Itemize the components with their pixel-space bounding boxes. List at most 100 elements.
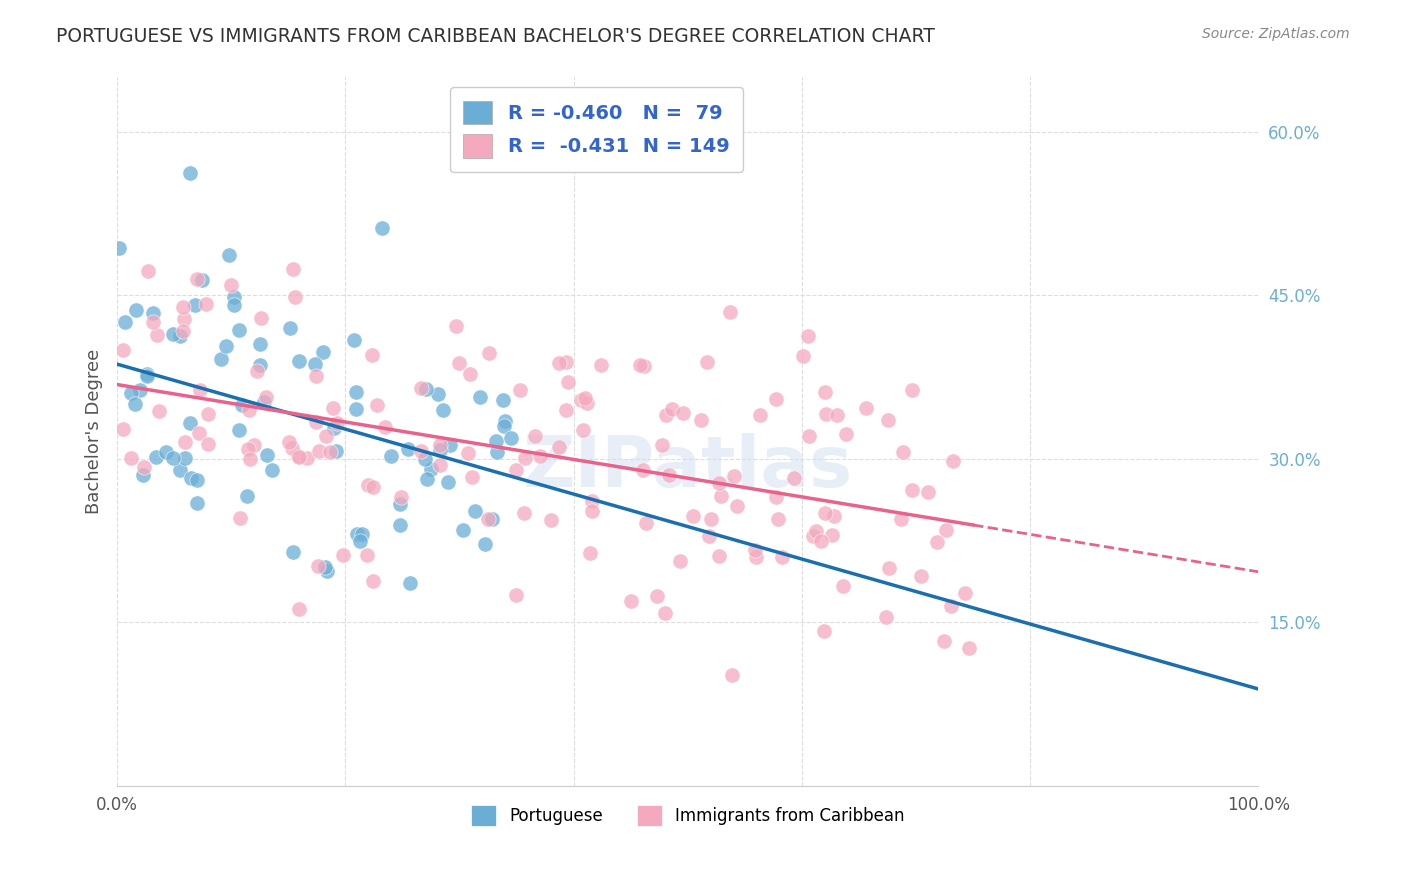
Point	[249, 359, 271, 373]
Point	[581, 504, 603, 518]
Point	[655, 409, 678, 423]
Point	[835, 427, 858, 442]
Point	[700, 511, 723, 525]
Point	[494, 419, 516, 434]
Point	[350, 526, 373, 541]
Point	[461, 469, 484, 483]
Point	[280, 441, 302, 455]
Point	[287, 450, 309, 464]
Point	[129, 383, 152, 397]
Point	[464, 504, 486, 518]
Point	[252, 395, 274, 409]
Point	[457, 446, 479, 460]
Point	[325, 444, 347, 458]
Point	[721, 668, 744, 682]
Point	[141, 305, 163, 319]
Point	[173, 312, 195, 326]
Point	[512, 507, 534, 521]
Point	[879, 561, 901, 575]
Point	[246, 363, 269, 377]
Point	[813, 624, 835, 638]
Point	[162, 451, 184, 466]
Point	[322, 401, 344, 415]
Point	[901, 384, 924, 398]
Point	[548, 356, 571, 370]
Point	[628, 359, 651, 373]
Point	[478, 345, 501, 359]
Point	[142, 315, 165, 329]
Point	[515, 451, 537, 466]
Point	[810, 533, 832, 548]
Point	[222, 290, 245, 304]
Point	[935, 524, 957, 538]
Point	[426, 387, 449, 401]
Point	[768, 512, 790, 526]
Point	[492, 393, 515, 408]
Point	[295, 451, 318, 466]
Point	[169, 329, 191, 343]
Point	[315, 564, 337, 578]
Point	[661, 401, 683, 416]
Point	[669, 554, 692, 568]
Point	[228, 324, 250, 338]
Point	[910, 569, 932, 583]
Point	[875, 609, 897, 624]
Point	[709, 476, 731, 491]
Point	[238, 442, 260, 457]
Point	[188, 383, 211, 397]
Point	[112, 343, 135, 357]
Point	[591, 358, 613, 372]
Point	[749, 408, 772, 422]
Point	[651, 438, 673, 452]
Point	[120, 450, 142, 465]
Point	[145, 450, 167, 465]
Point	[288, 354, 311, 368]
Legend: Portuguese, Immigrants from Caribbean: Portuguese, Immigrants from Caribbean	[463, 797, 912, 834]
Point	[361, 574, 384, 588]
Point	[917, 485, 939, 500]
Point	[927, 534, 949, 549]
Point	[932, 634, 955, 648]
Point	[361, 480, 384, 494]
Point	[325, 416, 347, 430]
Point	[254, 390, 277, 404]
Point	[505, 589, 527, 603]
Point	[315, 429, 337, 443]
Point	[744, 542, 766, 557]
Point	[451, 523, 474, 537]
Point	[374, 420, 396, 434]
Point	[256, 448, 278, 462]
Point	[228, 423, 250, 437]
Point	[579, 546, 602, 560]
Point	[501, 431, 523, 445]
Point	[288, 601, 311, 615]
Point	[343, 333, 366, 347]
Point	[792, 349, 814, 363]
Point	[366, 398, 388, 412]
Point	[346, 526, 368, 541]
Point	[481, 512, 503, 526]
Point	[957, 640, 980, 655]
Point	[238, 451, 260, 466]
Point	[229, 511, 252, 525]
Point	[672, 406, 695, 420]
Point	[540, 513, 562, 527]
Y-axis label: Bachelor's Degree: Bachelor's Degree	[86, 349, 103, 515]
Point	[415, 382, 437, 396]
Point	[357, 477, 380, 491]
Point	[389, 496, 412, 510]
Point	[725, 500, 748, 514]
Point	[814, 407, 837, 421]
Point	[179, 416, 201, 430]
Point	[765, 392, 787, 406]
Point	[814, 506, 837, 520]
Point	[942, 454, 965, 468]
Point	[111, 422, 134, 436]
Point	[494, 413, 516, 427]
Point	[332, 548, 354, 562]
Point	[281, 261, 304, 276]
Point	[344, 402, 367, 417]
Point	[710, 489, 733, 503]
Point	[572, 423, 595, 437]
Point	[132, 468, 155, 483]
